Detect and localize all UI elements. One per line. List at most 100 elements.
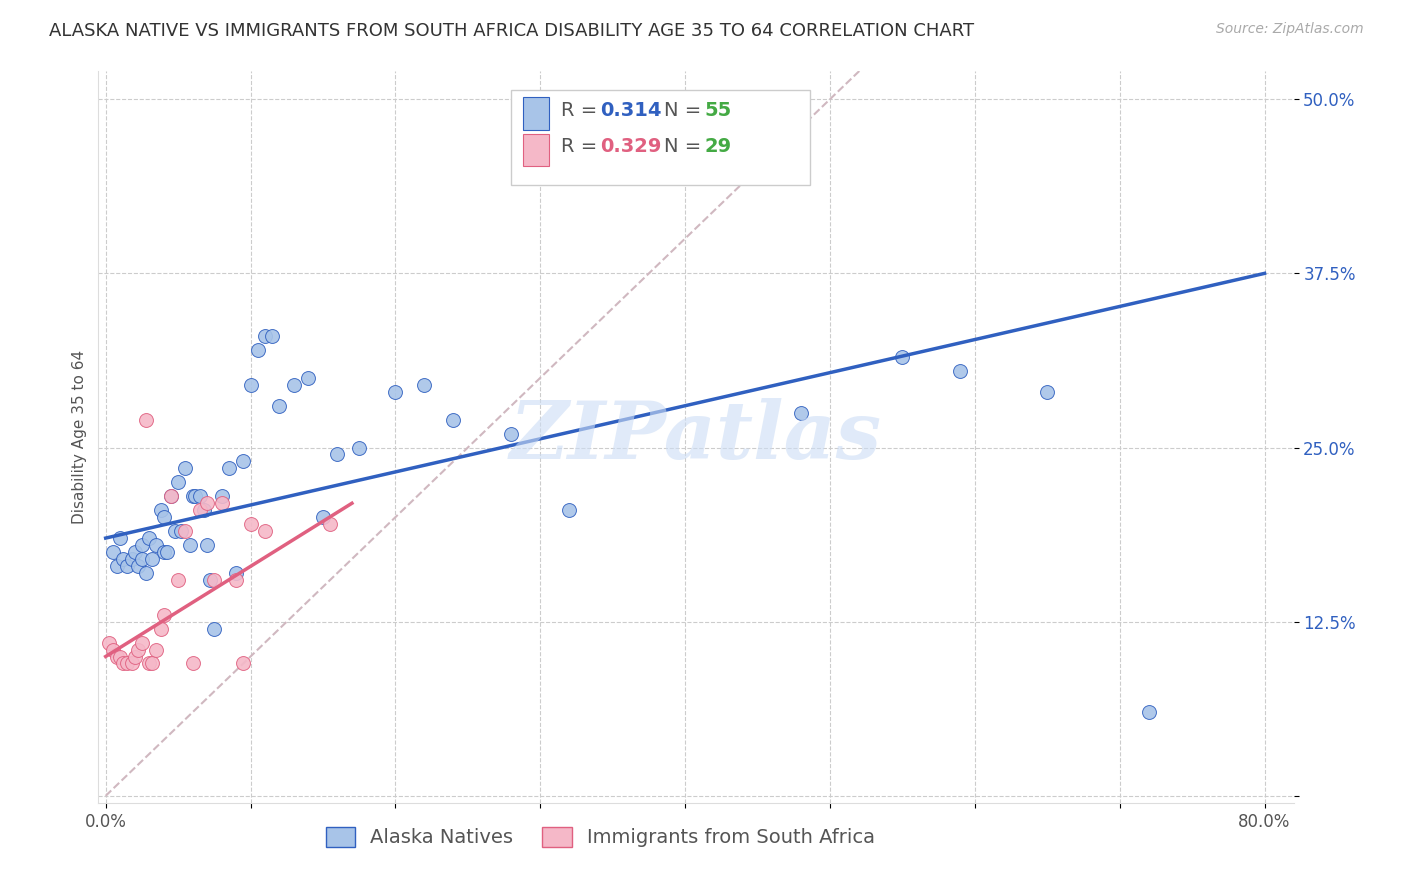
FancyBboxPatch shape: [510, 90, 810, 185]
Point: [121, 552, 143, 566]
Point: [124, 545, 146, 559]
Point: [108, 649, 131, 664]
Text: ZIPatlas: ZIPatlas: [510, 399, 882, 475]
Point: [384, 384, 406, 399]
Point: [891, 350, 914, 364]
Point: [112, 552, 135, 566]
Point: [198, 573, 221, 587]
Point: [181, 657, 204, 671]
Point: [1036, 384, 1059, 399]
Point: [131, 538, 153, 552]
Point: [202, 622, 225, 636]
Point: [170, 524, 193, 538]
Point: [253, 524, 276, 538]
Point: [174, 461, 197, 475]
Point: [188, 489, 211, 503]
Point: [181, 489, 204, 503]
Text: 55: 55: [704, 101, 731, 120]
Point: [347, 441, 370, 455]
Point: [101, 642, 124, 657]
Point: [239, 377, 262, 392]
Point: [145, 642, 167, 657]
Point: [225, 566, 247, 580]
Point: [152, 545, 174, 559]
Text: R =: R =: [561, 137, 603, 156]
Text: 0.314: 0.314: [600, 101, 662, 120]
Point: [225, 573, 247, 587]
Point: [202, 573, 225, 587]
Point: [127, 558, 149, 573]
Point: [108, 531, 131, 545]
Point: [441, 412, 464, 426]
Point: [195, 538, 218, 552]
Point: [135, 412, 157, 426]
Point: [232, 657, 254, 671]
Text: R =: R =: [561, 101, 603, 120]
Point: [105, 649, 128, 664]
Point: [297, 371, 319, 385]
Point: [105, 558, 128, 573]
Point: [124, 649, 146, 664]
Point: [127, 642, 149, 657]
Point: [501, 426, 523, 441]
Point: [165, 524, 187, 538]
FancyBboxPatch shape: [523, 97, 548, 130]
Point: [121, 657, 143, 671]
Point: [218, 461, 240, 475]
Point: [135, 566, 157, 580]
Text: Source: ZipAtlas.com: Source: ZipAtlas.com: [1216, 22, 1364, 37]
Point: [131, 552, 153, 566]
Point: [211, 489, 233, 503]
Point: [232, 454, 254, 468]
Text: N =: N =: [664, 101, 707, 120]
Point: [145, 538, 167, 552]
Point: [253, 329, 276, 343]
Point: [155, 545, 177, 559]
Point: [239, 517, 262, 532]
Point: [193, 503, 215, 517]
Point: [269, 399, 291, 413]
Point: [141, 657, 163, 671]
Point: [167, 475, 190, 490]
Point: [141, 552, 163, 566]
Point: [160, 489, 183, 503]
Point: [149, 622, 172, 636]
Point: [326, 448, 349, 462]
Point: [131, 635, 153, 649]
Point: [149, 503, 172, 517]
Point: [413, 377, 436, 392]
Point: [184, 489, 207, 503]
Point: [97, 635, 120, 649]
Point: [152, 510, 174, 524]
Point: [558, 503, 581, 517]
Point: [312, 510, 335, 524]
Point: [101, 545, 124, 559]
Legend: Alaska Natives, Immigrants from South Africa: Alaska Natives, Immigrants from South Af…: [318, 819, 883, 855]
Text: N =: N =: [664, 137, 707, 156]
Point: [195, 496, 218, 510]
Text: 0.329: 0.329: [600, 137, 662, 156]
Text: 29: 29: [704, 137, 731, 156]
Point: [138, 657, 160, 671]
Point: [174, 524, 197, 538]
Point: [319, 517, 342, 532]
FancyBboxPatch shape: [523, 134, 548, 167]
Point: [188, 503, 211, 517]
Point: [211, 496, 233, 510]
Point: [117, 558, 139, 573]
Point: [160, 489, 183, 503]
Point: [179, 538, 201, 552]
Point: [117, 657, 139, 671]
Point: [790, 406, 813, 420]
Point: [283, 377, 305, 392]
Point: [949, 364, 972, 378]
Point: [246, 343, 269, 357]
Point: [152, 607, 174, 622]
Point: [262, 329, 284, 343]
Point: [138, 531, 160, 545]
Y-axis label: Disability Age 35 to 64: Disability Age 35 to 64: [72, 350, 87, 524]
Point: [112, 657, 135, 671]
Point: [1137, 705, 1160, 719]
Text: ALASKA NATIVE VS IMMIGRANTS FROM SOUTH AFRICA DISABILITY AGE 35 TO 64 CORRELATIO: ALASKA NATIVE VS IMMIGRANTS FROM SOUTH A…: [49, 22, 974, 40]
Point: [167, 573, 190, 587]
